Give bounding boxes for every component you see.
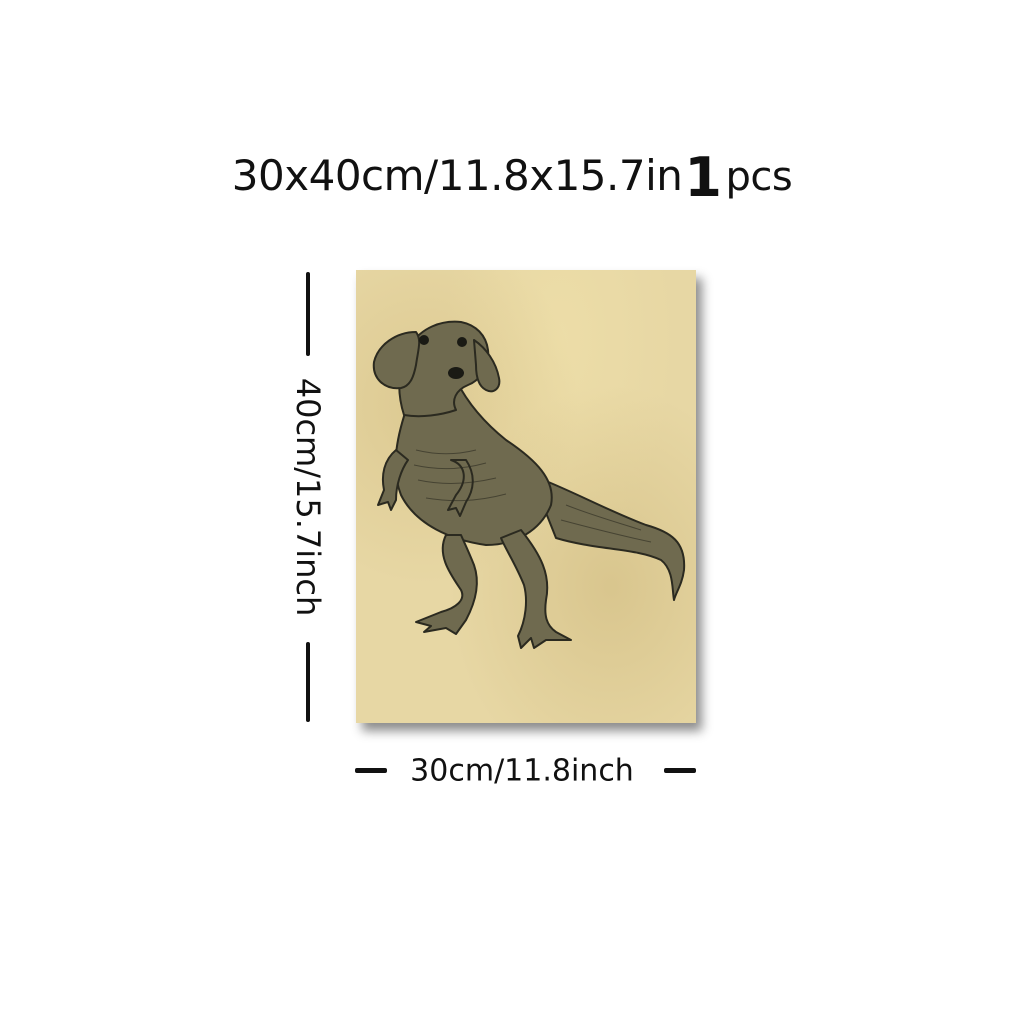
height-dimension-line-bottom [306,642,310,722]
height-dimension-label: 40cm/15.7inch [289,377,327,617]
height-dimension-line-top [306,272,310,356]
width-dimension-line-left [355,768,387,773]
dachshund-dinosaur-illustration-icon [372,320,686,649]
size-text: 30x40cm/11.8x15.7in [231,151,683,200]
product-size-title: 30x40cm/11.8x15.7in1 pcs [0,140,1024,209]
quantity-unit: pcs [725,154,793,200]
quantity-number: 1 [684,146,722,209]
width-dimension-line-right [664,768,696,773]
width-dimension-label: 30cm/11.8inch [410,753,634,789]
canvas-artwork [356,270,696,723]
canvas-print [356,270,696,723]
